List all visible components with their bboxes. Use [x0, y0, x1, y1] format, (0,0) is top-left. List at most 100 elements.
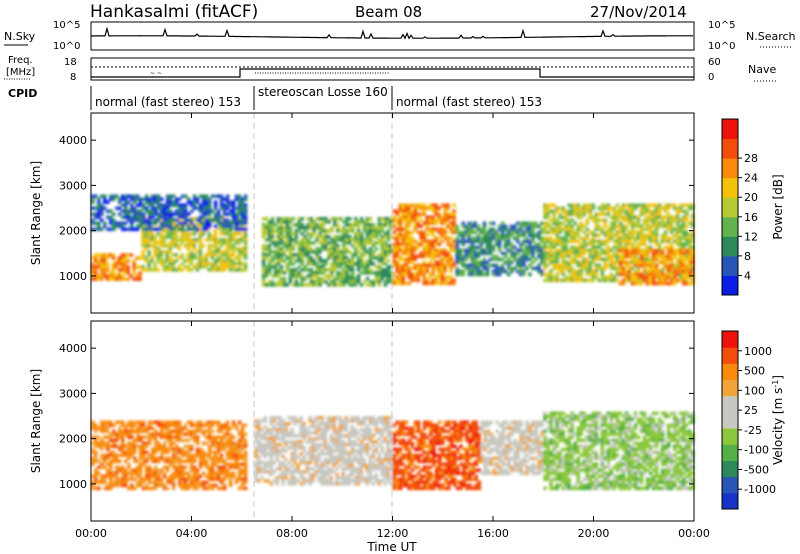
- heatmap-cell: [341, 440, 346, 444]
- heatmap-cell: [317, 479, 322, 483]
- heatmap-cell: [543, 254, 547, 259]
- heatmap-cell: [687, 269, 692, 274]
- heatmap-cell: [690, 254, 695, 259]
- heatmap-cell: [419, 212, 424, 217]
- heatmap-cell: [503, 239, 508, 244]
- heatmap-cell: [278, 461, 282, 465]
- heatmap-cell: [335, 449, 340, 453]
- heatmap-cell: [675, 218, 680, 223]
- heatmap-cell: [320, 416, 325, 420]
- heatmap-cell: [284, 434, 288, 438]
- heatmap-cell: [219, 456, 224, 461]
- colorbar-swatch: [722, 158, 738, 179]
- heatmap-cell: [485, 239, 490, 244]
- heatmap-cell: [314, 458, 318, 462]
- heatmap-cell: [311, 440, 315, 444]
- heatmap-cell: [324, 274, 328, 278]
- heatmap-cell: [627, 233, 632, 238]
- heatmap-cell: [449, 281, 453, 286]
- heatmap-cell: [99, 259, 104, 263]
- heatmap-cell: [452, 230, 456, 235]
- heatmap-cell: [452, 215, 456, 220]
- heatmap-cell: [138, 456, 143, 461]
- heatmap-cell: [377, 217, 382, 221]
- heatmap-cell: [225, 259, 230, 263]
- heatmap-cell: [585, 248, 590, 253]
- heatmap-cell: [648, 239, 653, 244]
- heatmap-cell: [162, 259, 166, 263]
- heatmap-cell: [120, 450, 125, 455]
- heatmap-cell: [216, 194, 221, 199]
- heatmap-cell: [267, 235, 272, 239]
- heatmap-cell: [204, 462, 209, 467]
- heatmap-cell: [102, 274, 107, 278]
- heatmap-cell: [263, 452, 267, 456]
- heatmap-cell: [386, 244, 391, 248]
- heatmap-cell: [276, 259, 281, 263]
- heatmap-cell: [108, 197, 113, 202]
- heatmap-cell: [564, 212, 568, 217]
- heatmap-cell: [324, 217, 328, 221]
- heatmap-cell: [141, 203, 146, 208]
- y-tick-label: 4000: [59, 134, 87, 147]
- heatmap-cell: [690, 266, 695, 271]
- heatmap-cell: [567, 230, 571, 235]
- heatmap-cell: [648, 209, 653, 214]
- heatmap-cell: [240, 218, 245, 223]
- heatmap-cell: [347, 229, 352, 233]
- heatmap-cell: [240, 262, 245, 266]
- heatmap-cell: [627, 263, 632, 268]
- heatmap-cell: [144, 459, 149, 464]
- heatmap-cell: [380, 235, 385, 239]
- heatmap-cell: [321, 277, 325, 281]
- heatmap-cell: [243, 432, 248, 437]
- heatmap-cell: [120, 474, 125, 479]
- heatmap-cell: [549, 278, 553, 283]
- heatmap-cell: [132, 268, 136, 272]
- heatmap-cell: [288, 241, 293, 245]
- heatmap-cell: [332, 458, 337, 462]
- heatmap-cell: [219, 468, 224, 473]
- heatmap-cell: [401, 257, 406, 262]
- heatmap-cell: [422, 203, 427, 208]
- heatmap-cell: [666, 263, 671, 268]
- heatmap-cell: [126, 465, 131, 470]
- heatmap-cell: [302, 428, 306, 432]
- heatmap-cell: [347, 434, 352, 438]
- heatmap-cell: [615, 248, 620, 253]
- heatmap-cell: [404, 242, 409, 247]
- heatmap-cell: [279, 265, 284, 269]
- heatmap-cell: [323, 440, 328, 444]
- heatmap-cell: [264, 274, 269, 278]
- heatmap-cell: [96, 471, 101, 476]
- heatmap-cell: [231, 244, 236, 248]
- heatmap-cell: [500, 257, 505, 262]
- heatmap-cell: [162, 244, 166, 248]
- heatmap-cell: [684, 215, 689, 220]
- heatmap-cell: [440, 233, 444, 238]
- heatmap-cell: [317, 455, 322, 459]
- heatmap-cell: [225, 474, 230, 479]
- heatmap-cell: [654, 221, 659, 226]
- heatmap-cell: [383, 217, 388, 221]
- heatmap-cell: [150, 471, 155, 476]
- heatmap-cell: [147, 218, 152, 223]
- heatmap-cell: [377, 259, 382, 263]
- heatmap-cell: [114, 435, 119, 440]
- heatmap-cell: [117, 444, 122, 449]
- heatmap-cell: [573, 239, 578, 244]
- heatmap-cell: [129, 203, 134, 208]
- heatmap-cell: [171, 223, 176, 227]
- heatmap-cell: [333, 235, 337, 239]
- heatmap-cell: [564, 275, 568, 280]
- heatmap-cell: [317, 464, 322, 468]
- heatmap-cell: [642, 263, 647, 268]
- heatmap-cell: [342, 256, 346, 260]
- heatmap-cell: [651, 221, 656, 226]
- heatmap-cell: [111, 224, 116, 229]
- heatmap-cell: [129, 420, 134, 425]
- heatmap-cell: [636, 242, 641, 247]
- heatmap-cell: [288, 235, 293, 239]
- heatmap-cell: [150, 194, 155, 199]
- heatmap-cell: [512, 245, 517, 250]
